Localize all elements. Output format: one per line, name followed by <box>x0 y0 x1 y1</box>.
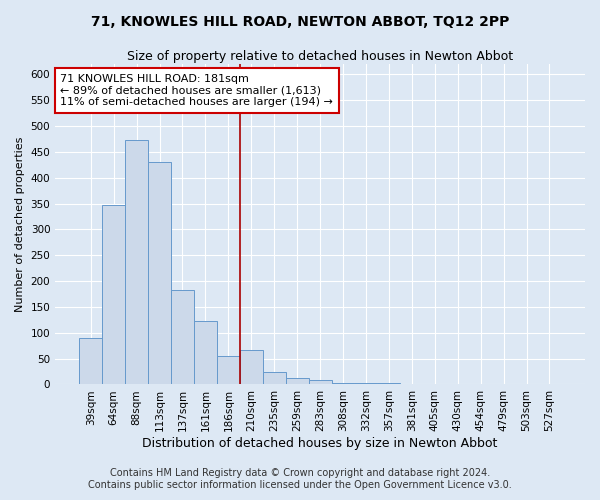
Title: Size of property relative to detached houses in Newton Abbot: Size of property relative to detached ho… <box>127 50 513 63</box>
Bar <box>240 350 263 384</box>
Text: 71 KNOWLES HILL ROAD: 181sqm
← 89% of detached houses are smaller (1,613)
11% of: 71 KNOWLES HILL ROAD: 181sqm ← 89% of de… <box>61 74 334 107</box>
Bar <box>194 322 217 384</box>
Text: 71, KNOWLES HILL ROAD, NEWTON ABBOT, TQ12 2PP: 71, KNOWLES HILL ROAD, NEWTON ABBOT, TQ1… <box>91 15 509 29</box>
Bar <box>332 383 355 384</box>
Bar <box>286 378 308 384</box>
Y-axis label: Number of detached properties: Number of detached properties <box>15 136 25 312</box>
Bar <box>308 380 332 384</box>
Bar <box>79 338 102 384</box>
Bar <box>217 356 240 384</box>
Bar <box>263 372 286 384</box>
Bar <box>148 162 171 384</box>
X-axis label: Distribution of detached houses by size in Newton Abbot: Distribution of detached houses by size … <box>142 437 498 450</box>
Bar <box>102 204 125 384</box>
Bar <box>125 140 148 384</box>
Text: Contains HM Land Registry data © Crown copyright and database right 2024.
Contai: Contains HM Land Registry data © Crown c… <box>88 468 512 490</box>
Bar <box>171 290 194 384</box>
